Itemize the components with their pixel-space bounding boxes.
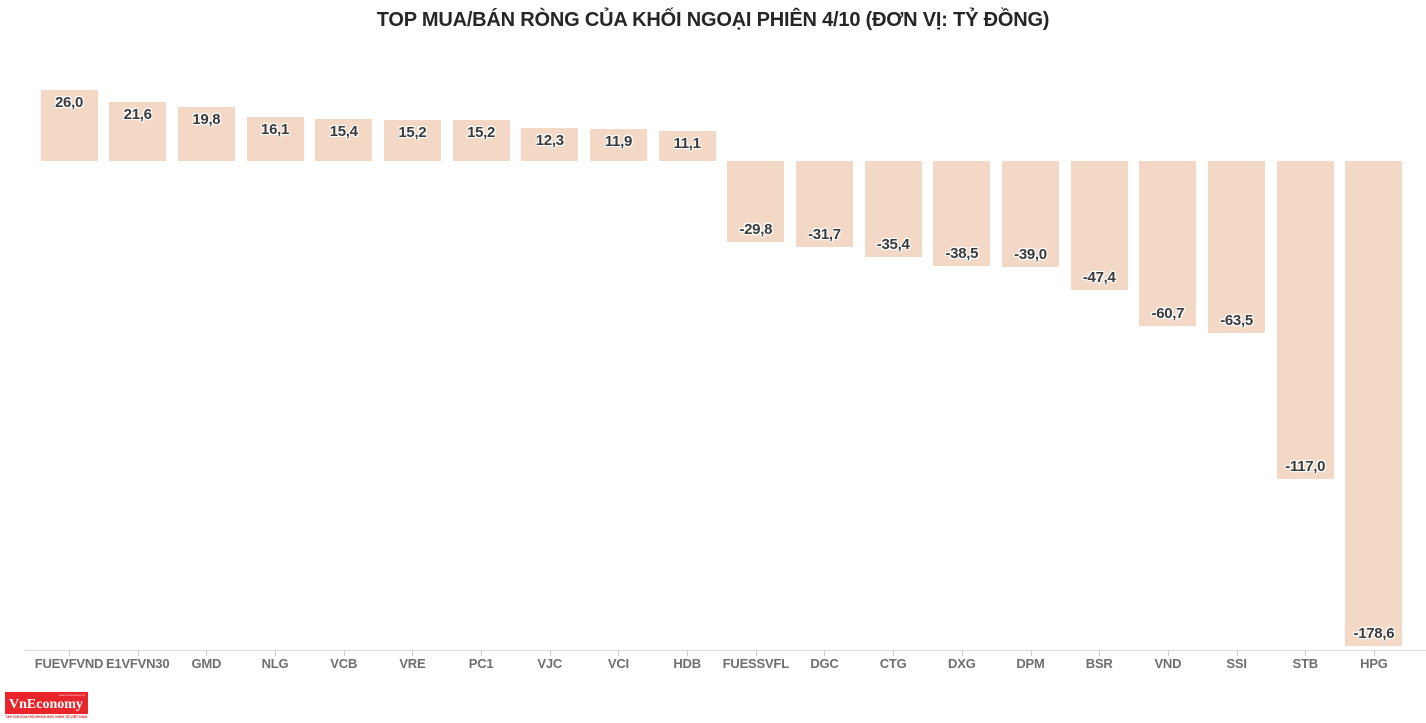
x-axis-tick	[1373, 650, 1375, 656]
vneconomy-logo-box: www.vneconomy.vn VnEconomy	[5, 692, 88, 714]
bar-value-label: 15,4	[329, 123, 358, 141]
bar-stb[interactable]: -117,0	[1276, 161, 1334, 479]
bar-value-label: -35,4	[876, 236, 910, 254]
x-axis-tick	[687, 650, 689, 656]
x-axis-tick	[1236, 650, 1238, 656]
x-axis-tick	[481, 650, 483, 656]
x-axis-label-vre: VRE	[399, 656, 426, 671]
bar-value-label: 26,0	[55, 94, 83, 112]
x-axis-label-gmd: GMD	[191, 656, 222, 671]
x-axis-line	[25, 650, 1426, 651]
bar-value-label: -63,5	[1220, 312, 1253, 330]
x-axis-label-ctg: CTG	[879, 656, 907, 671]
bar-value-label: 19,8	[192, 111, 221, 129]
x-axis-label-stb: STB	[1292, 656, 1319, 671]
bar-value-label: -39,0	[1014, 245, 1047, 263]
x-axis-tick	[1305, 650, 1307, 656]
bar-vjc[interactable]: 12,3	[521, 127, 579, 161]
x-axis-label-dgc: DGC	[810, 656, 839, 671]
bar-value-label: -29,8	[739, 220, 773, 238]
x-axis-tick	[412, 650, 414, 656]
bar-vre[interactable]: 15,2	[383, 119, 441, 161]
bar-fuessvfl[interactable]: -29,8	[727, 161, 785, 242]
x-axis-label-vcb: VCB	[330, 656, 358, 671]
bar-value-label: -60,7	[1151, 304, 1185, 322]
x-axis-tick	[69, 650, 70, 656]
x-axis-label-pc1: PC1	[468, 656, 494, 671]
x-axis-label-hdb: HDB	[673, 656, 701, 671]
bar-hdb[interactable]: 11,1	[658, 130, 716, 161]
bar-fuevfvnd[interactable]: 26,0	[40, 90, 98, 161]
x-axis-tick	[1030, 650, 1032, 656]
bar-hpg[interactable]: -178,6	[1345, 161, 1403, 646]
bar-vci[interactable]: 11,9	[589, 128, 647, 161]
bar-dgc[interactable]: -31,7	[795, 161, 853, 248]
x-axis-label-dxg: DXG	[948, 656, 976, 671]
bar-value-label: 21,6	[123, 106, 152, 124]
bar-dxg[interactable]: -38,5	[933, 161, 991, 266]
x-axis-label-hpg: HPG	[1360, 656, 1388, 671]
bar-value-label: 15,2	[467, 123, 496, 141]
vneconomy-logo: www.vneconomy.vn VnEconomy TẠP CHÍ CỦA H…	[5, 692, 125, 719]
x-axis-label-vnd: VND	[1154, 656, 1182, 671]
x-axis-tick	[961, 650, 963, 656]
chart-title: TOP MUA/BÁN RÒNG CỦA KHỐI NGOẠI PHIÊN 4/…	[376, 9, 1050, 31]
x-axis-tick	[1099, 650, 1101, 656]
bar-value-label: -47,4	[1082, 268, 1116, 286]
bar-ssi[interactable]: -63,5	[1208, 161, 1266, 334]
x-axis-tick	[824, 650, 826, 656]
x-axis-tick	[206, 650, 208, 656]
bar-e1vfvn30[interactable]: 21,6	[109, 102, 167, 161]
bar-value-label: -38,5	[945, 244, 979, 262]
x-axis-tick	[343, 650, 345, 656]
x-axis-label-e1vfvn30: E1VFVN30	[105, 656, 170, 671]
x-axis-tick	[755, 650, 757, 656]
x-axis-label-nlg: NLG	[261, 656, 289, 671]
bar-value-label: -31,7	[808, 226, 841, 244]
logo-url-text: www.vneconomy.vn	[58, 693, 85, 697]
logo-tagline-text: TẠP CHÍ CỦA HỘI KHOA HỌC KINH TẾ VIỆT NA…	[5, 715, 88, 719]
x-axis-tick	[275, 650, 277, 656]
x-axis-label-bsr: BSR	[1085, 656, 1113, 671]
bar-vnd[interactable]: -60,7	[1139, 161, 1197, 326]
x-axis-tick	[893, 650, 895, 656]
bar-nlg[interactable]: 16,1	[246, 117, 304, 161]
x-axis-tick	[549, 650, 551, 656]
bar-value-label: 16,1	[261, 121, 290, 139]
x-axis-tick	[1167, 650, 1169, 656]
bar-value-label: 15,2	[398, 123, 427, 141]
x-axis-tick	[618, 650, 620, 656]
x-axis-label-fuessvfl: FUESSVFL	[722, 656, 789, 671]
x-axis-tick	[137, 650, 139, 656]
bar-bsr[interactable]: -47,4	[1070, 161, 1128, 290]
x-axis-label-vci: VCI	[607, 656, 629, 671]
bar-value-label: 11,9	[604, 132, 633, 150]
bar-value-label: -178,6	[1353, 624, 1395, 642]
bar-dpm[interactable]: -39,0	[1002, 161, 1060, 267]
bar-value-label: 12,3	[535, 131, 564, 149]
bar-gmd[interactable]: 19,8	[177, 107, 235, 161]
logo-brand-text: VnEconomy	[9, 697, 83, 712]
bar-value-label: 11,1	[673, 134, 701, 152]
x-axis-label-ssi: SSI	[1226, 656, 1247, 671]
x-axis-label-dpm: DPM	[1016, 656, 1045, 671]
bar-ctg[interactable]: -35,4	[864, 161, 922, 258]
bar-pc1[interactable]: 15,2	[452, 119, 510, 161]
x-axis-label-fuevfvnd: FUEVFVND	[34, 656, 104, 671]
bar-vcb[interactable]: 15,4	[315, 119, 373, 161]
bar-value-label: -117,0	[1285, 457, 1326, 475]
x-axis-label-vjc: VJC	[537, 656, 563, 671]
